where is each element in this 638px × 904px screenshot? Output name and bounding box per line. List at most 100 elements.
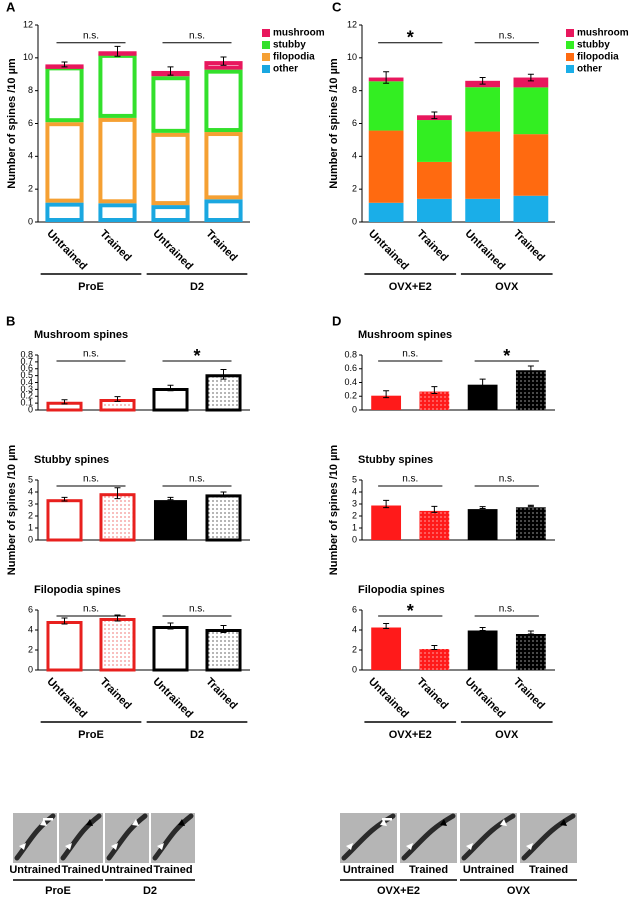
x-tick-label: Untrained	[150, 676, 195, 721]
y-tick-label: 0	[352, 664, 357, 674]
micrograph-label: Trained	[409, 864, 448, 876]
y-tick-label: 0.2	[344, 391, 357, 401]
panel-letter: D	[332, 313, 341, 328]
panel-letter: B	[6, 313, 15, 328]
arrowhead	[466, 843, 473, 850]
y-tick-label: 6	[28, 604, 33, 614]
micrograph-label: Untrained	[463, 864, 514, 876]
x-tick-label: Untrained	[462, 676, 507, 721]
legend-swatch	[262, 65, 270, 73]
bar	[205, 629, 242, 672]
arrowhead	[111, 843, 118, 850]
bar	[515, 370, 546, 410]
y-tick-label: 0.4	[20, 377, 33, 387]
subplot-title: Stubby spines	[358, 454, 433, 466]
error-bar	[61, 496, 68, 502]
legend-swatch	[262, 29, 270, 37]
bar-segment	[368, 130, 404, 203]
x-tick-label: Untrained	[366, 228, 411, 273]
bar-segment	[513, 195, 549, 222]
y-tick-label: 0	[352, 404, 357, 414]
group-label: ProE	[78, 281, 104, 293]
subplot-title: Mushroom spines	[358, 329, 452, 341]
legend-swatch	[566, 65, 574, 73]
micrograph-label: Untrained	[101, 864, 152, 876]
bar	[99, 493, 136, 542]
group-label: D2	[190, 281, 204, 293]
arrowhead	[19, 843, 26, 850]
panel-letter: C	[332, 0, 342, 14]
legend-swatch	[566, 41, 574, 49]
x-tick-label: Trained	[414, 676, 450, 712]
y-tick-label: 5	[28, 474, 33, 484]
x-tick-label: Trained	[511, 676, 547, 712]
bar	[467, 384, 498, 410]
error-bar	[431, 645, 438, 650]
bar-segment	[417, 161, 452, 199]
significance-label: n.s.	[83, 349, 99, 360]
x-tick-label: Trained	[203, 676, 239, 712]
y-tick-label: 0.3	[20, 384, 33, 394]
legend-swatch	[262, 41, 270, 49]
bar-segment	[513, 134, 549, 196]
bar-segment	[417, 120, 452, 162]
group-label: OVX	[507, 885, 531, 897]
error-bar	[527, 73, 534, 82]
bar	[419, 391, 450, 410]
group-label: OVX+E2	[389, 281, 432, 293]
y-tick-label: 12	[347, 19, 357, 29]
bar	[515, 634, 546, 670]
arrowhead	[132, 819, 139, 826]
error-bar	[527, 365, 534, 372]
y-tick-label: 2	[352, 644, 357, 654]
bar	[46, 499, 83, 542]
y-tick-label: 2	[28, 644, 33, 654]
y-tick-label: 6	[352, 118, 357, 128]
x-tick-label: Trained	[511, 228, 547, 264]
error-bar	[61, 399, 68, 405]
y-tick-label: 0.4	[344, 377, 357, 387]
bar	[99, 399, 136, 412]
y-tick-label: 4	[352, 486, 357, 496]
arrowhead	[500, 819, 507, 826]
dendrite	[461, 813, 516, 861]
legend-label: filopodia	[577, 52, 619, 63]
arrowhead	[560, 819, 567, 826]
significance-label: n.s.	[83, 604, 99, 615]
significance-label: n.s.	[499, 474, 515, 485]
y-tick-label: 0	[352, 216, 357, 226]
subplot-title: Filopodia spines	[34, 584, 121, 596]
subplot-title: Stubby spines	[34, 454, 109, 466]
arrowhead	[178, 819, 185, 826]
arrowhead	[526, 843, 533, 850]
error-bar	[431, 386, 438, 394]
legend-swatch	[566, 29, 574, 37]
y-tick-label: 4	[28, 624, 33, 634]
micrograph-label: Trained	[153, 864, 192, 876]
x-tick-label: Untrained	[150, 228, 195, 273]
y-tick-label: 4	[28, 486, 33, 496]
legend-label: stubby	[577, 40, 610, 51]
group-label: OVX	[495, 729, 519, 741]
y-tick-label: 0.2	[20, 391, 33, 401]
bar-segment	[151, 205, 190, 223]
y-tick-label: 10	[23, 52, 33, 62]
error-bar	[527, 630, 534, 635]
bar-segment	[45, 202, 84, 222]
arrowhead	[380, 819, 387, 826]
group-label: ProE	[45, 885, 71, 897]
micrograph-label: Trained	[61, 864, 100, 876]
significance-label: n.s.	[189, 474, 205, 485]
significance-label: *	[407, 27, 414, 47]
bar-segment	[151, 76, 190, 133]
dendrite	[106, 813, 148, 861]
bar-segment	[513, 77, 549, 88]
x-tick-label: Trained	[414, 228, 450, 264]
error-bar	[220, 368, 227, 380]
error-bar	[479, 378, 486, 388]
y-tick-label: 0	[28, 534, 33, 544]
significance-label: n.s.	[83, 474, 99, 485]
legend-label: mushroom	[577, 28, 629, 39]
y-tick-label: 6	[28, 118, 33, 128]
subplot-title: Mushroom spines	[34, 329, 128, 341]
